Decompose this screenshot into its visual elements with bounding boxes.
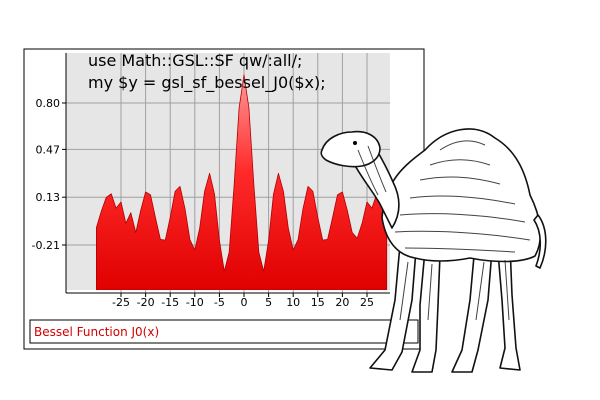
y-ticks: 0.80 0.47 0.13 -0.21 xyxy=(32,97,66,252)
x-tick-label: -15 xyxy=(161,296,179,309)
x-tick-label: 5 xyxy=(265,296,272,309)
x-tick-label: -10 xyxy=(186,296,204,309)
y-tick-label: -0.21 xyxy=(32,239,60,252)
legend-box xyxy=(29,319,419,344)
x-tick-label: 0 xyxy=(241,296,248,309)
legend-label: Bessel Function J0(x) xyxy=(34,325,159,339)
y-tick-label: 0.13 xyxy=(36,191,61,204)
x-tick-label: -20 xyxy=(137,296,155,309)
code-line-2: my $y = gsl_sf_bessel_J0($x); xyxy=(88,73,326,93)
y-tick-label: 0.80 xyxy=(36,97,61,110)
x-tick-label: 15 xyxy=(311,296,325,309)
code-line-1: use Math::GSL::SF qw/:all/; xyxy=(88,51,302,70)
series-bessel-j0-area xyxy=(96,74,388,290)
x-ticks: -25 -20 -15 -10 -5 0 5 10 15 20 25 xyxy=(112,293,374,309)
x-tick-label: -25 xyxy=(112,296,130,309)
camel-illustration xyxy=(320,128,547,373)
series-area xyxy=(96,74,388,290)
x-tick-label: 10 xyxy=(286,296,300,309)
x-tick-label: 25 xyxy=(360,296,374,309)
x-tick-label: -5 xyxy=(214,296,225,309)
y-tick-label: 0.47 xyxy=(36,143,61,156)
x-tick-label: 20 xyxy=(335,296,349,309)
